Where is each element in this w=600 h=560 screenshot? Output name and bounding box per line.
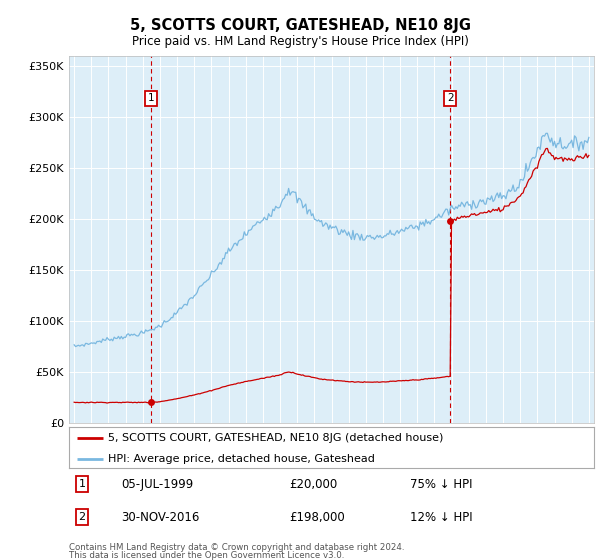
Text: 05-JUL-1999: 05-JUL-1999 (121, 478, 194, 491)
Text: 5, SCOTTS COURT, GATESHEAD, NE10 8JG (detached house): 5, SCOTTS COURT, GATESHEAD, NE10 8JG (de… (109, 433, 444, 443)
Text: HPI: Average price, detached house, Gateshead: HPI: Average price, detached house, Gate… (109, 454, 375, 464)
Text: Contains HM Land Registry data © Crown copyright and database right 2024.: Contains HM Land Registry data © Crown c… (69, 543, 404, 552)
Text: £20,000: £20,000 (290, 478, 338, 491)
Text: 75% ↓ HPI: 75% ↓ HPI (410, 478, 473, 491)
Text: This data is licensed under the Open Government Licence v3.0.: This data is licensed under the Open Gov… (69, 551, 344, 560)
Text: 2: 2 (79, 512, 86, 522)
Text: Price paid vs. HM Land Registry's House Price Index (HPI): Price paid vs. HM Land Registry's House … (131, 35, 469, 49)
Text: 1: 1 (148, 93, 155, 103)
Text: 30-NOV-2016: 30-NOV-2016 (121, 511, 200, 524)
Text: £198,000: £198,000 (290, 511, 345, 524)
Text: 1: 1 (79, 479, 86, 489)
Text: 2: 2 (447, 93, 454, 103)
Text: 5, SCOTTS COURT, GATESHEAD, NE10 8JG: 5, SCOTTS COURT, GATESHEAD, NE10 8JG (130, 18, 470, 32)
Text: 12% ↓ HPI: 12% ↓ HPI (410, 511, 473, 524)
